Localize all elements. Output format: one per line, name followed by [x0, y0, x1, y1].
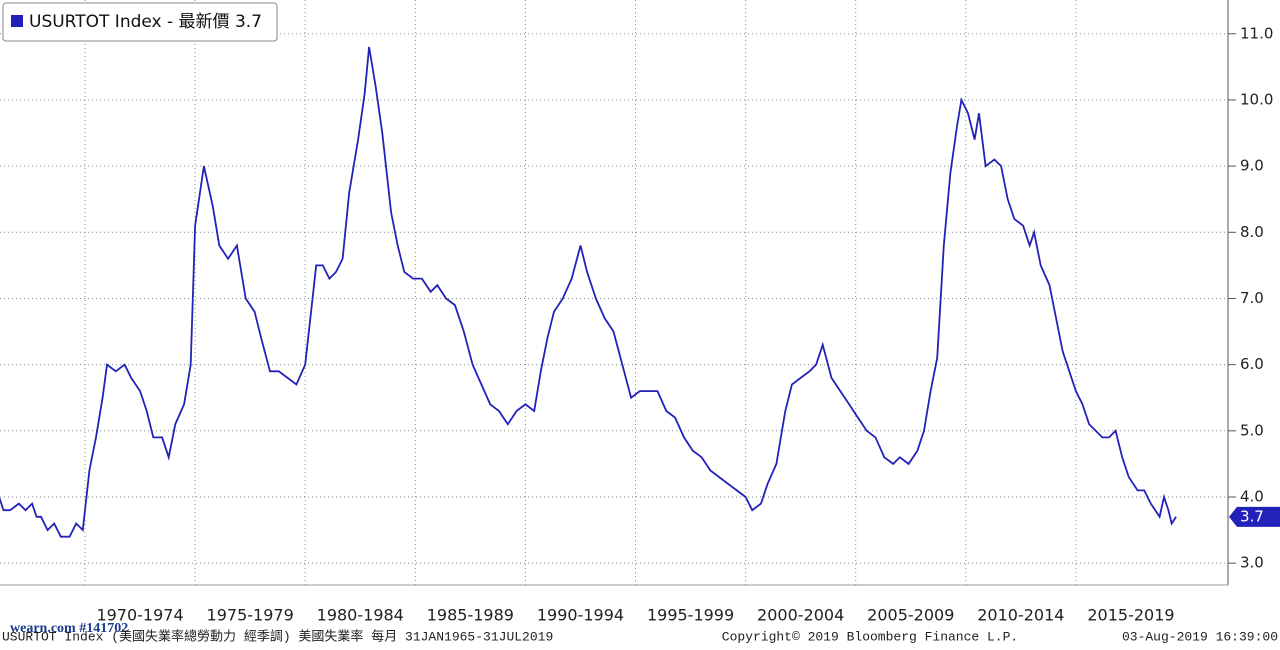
axes: 3.0 4.0 5.0 6.0 7.0 8.0 9.0 10.0 11.0 1970-1974 19…	[96, 24, 1280, 625]
x-tick-label: 1980-1984	[317, 606, 404, 625]
last-value-flag	[1229, 506, 1280, 527]
legend-label: USURTOT Index - 最新價 3.7	[29, 12, 262, 32]
footer-center: Copyright© 2019 Bloomberg Finance L.P.	[722, 629, 1018, 644]
x-tick-label: 1970-1974	[96, 606, 183, 625]
x-tick-label: 1975-1979	[207, 606, 294, 625]
y-tick-label: 4.0	[1240, 487, 1264, 505]
footer-left: USURTOT Index (美國失業率總勞動力 經季調) 美國失業率 每月 3…	[2, 628, 553, 644]
x-tick-label: 1990-1994	[537, 606, 624, 625]
footer-right: 03-Aug-2019 16:39:00	[1122, 629, 1278, 644]
legend-box	[2, 2, 278, 42]
x-tick-label: 1985-1989	[427, 606, 514, 625]
y-tick-label: 8.0	[1240, 223, 1264, 241]
y-tick-label: 6.0	[1240, 355, 1264, 373]
y-tick-label: 5.0	[1240, 421, 1264, 439]
y-tick-label: 10.0	[1240, 90, 1273, 108]
x-tick-label: 1995-1999	[647, 606, 734, 625]
last-value-label: 3.7	[1240, 507, 1264, 525]
y-tick-label: 7.0	[1240, 289, 1264, 307]
x-tick-label: 2015-2019	[1087, 606, 1174, 625]
watermark: wearn.com #141702	[10, 621, 128, 636]
plot	[0, 46, 1177, 538]
line-series	[0, 46, 1177, 538]
y-tick-label: 9.0	[1240, 157, 1264, 175]
legend-swatch	[11, 15, 23, 27]
x-tick-label: 2005-2009	[867, 606, 954, 625]
x-tick-label: 2010-2014	[977, 606, 1064, 625]
y-tick-label: 3.0	[1240, 554, 1264, 572]
y-tick-label: 11.0	[1240, 24, 1273, 42]
x-tick-label: 2000-2004	[757, 606, 844, 625]
